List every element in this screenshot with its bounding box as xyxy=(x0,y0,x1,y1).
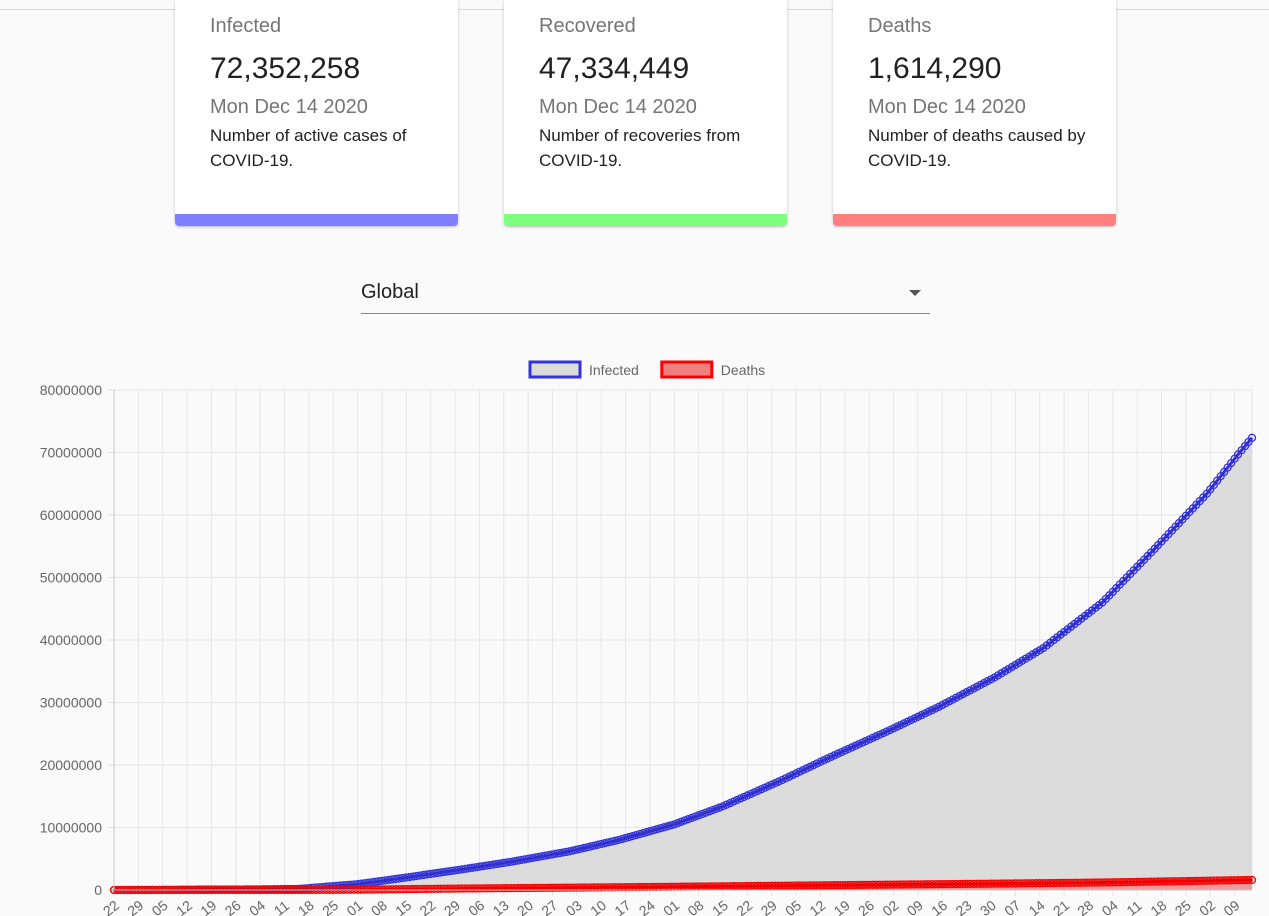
y-tick-label: 50000000 xyxy=(40,570,103,586)
infected-card-title: Infected xyxy=(210,15,282,37)
x-tick-label: 26 xyxy=(222,897,244,916)
x-tick-label: 25 xyxy=(319,897,341,916)
x-tick-label: 09 xyxy=(904,897,926,916)
y-tick-label: 80000000 xyxy=(40,382,103,398)
recovered-card-description: Number of recoveries from COVID-19. xyxy=(539,126,741,170)
deaths-legend-swatch xyxy=(660,360,714,379)
y-tick-label: 40000000 xyxy=(40,632,103,648)
x-tick-label: 29 xyxy=(441,897,463,916)
x-tick-label: 09 xyxy=(1220,897,1242,916)
x-tick-label: 06 xyxy=(465,897,487,916)
y-tick-label: 70000000 xyxy=(40,445,103,461)
x-tick-label: 29 xyxy=(124,897,146,916)
x-tick-label: 22 xyxy=(417,897,439,916)
x-tick-label: 16 xyxy=(928,897,950,916)
infected-card-description: Number of active cases of COVID-19. xyxy=(210,126,407,170)
x-tick-label: 25 xyxy=(1172,897,1194,916)
y-tick-label: 30000000 xyxy=(40,695,103,711)
x-tick-label: 18 xyxy=(295,897,317,916)
y-tick-label: 60000000 xyxy=(40,507,103,523)
x-tick-label: 12 xyxy=(173,897,195,916)
x-tick-label: 03 xyxy=(563,897,585,916)
deaths-card-title: Deaths xyxy=(868,15,932,37)
x-tick-label: 01 xyxy=(343,897,365,916)
deaths-card-accent-bar xyxy=(833,214,1116,226)
infected-legend-swatch xyxy=(528,360,582,379)
recovered-card-value: 47,334,449 xyxy=(539,52,690,85)
deaths-card-body: Deaths 1,614,290 Mon Dec 14 2020 Number … xyxy=(868,14,1096,173)
x-tick-label: 01 xyxy=(660,897,682,916)
x-tick-label: 19 xyxy=(831,897,853,916)
y-tick-label: 10000000 xyxy=(40,820,103,836)
infected-series-area xyxy=(114,437,1252,890)
chart-legend: Infected Deaths xyxy=(528,360,765,379)
x-tick-label: 28 xyxy=(1074,897,1096,916)
x-tick-label: 17 xyxy=(611,897,633,916)
x-tick-label: 26 xyxy=(855,897,877,916)
x-tick-label: 08 xyxy=(368,897,390,916)
x-tick-label: 21 xyxy=(1050,897,1072,916)
x-tick-label: 11 xyxy=(271,897,292,916)
x-tick-label: 04 xyxy=(246,897,268,916)
x-tick-label: 10 xyxy=(587,897,609,916)
x-tick-label: 02 xyxy=(1196,897,1218,916)
recovered-card-body: Recovered 47,334,449 Mon Dec 14 2020 Num… xyxy=(539,14,767,173)
y-tick-label: 0 xyxy=(94,882,102,898)
deaths-card: Deaths 1,614,290 Mon Dec 14 2020 Number … xyxy=(833,0,1116,226)
recovered-card-title: Recovered xyxy=(539,15,636,37)
infected-card: Infected 72,352,258 Mon Dec 14 2020 Numb… xyxy=(175,0,458,226)
deaths-card-date: Mon Dec 14 2020 xyxy=(868,96,1026,118)
x-tick-label: 07 xyxy=(1001,897,1023,916)
infected-legend-label: Infected xyxy=(589,362,639,378)
arrow-drop-down-icon[interactable] xyxy=(909,290,921,296)
infected-data-point xyxy=(1247,433,1257,442)
infected-card-accent-bar xyxy=(175,214,458,226)
x-tick-label: 05 xyxy=(149,897,171,916)
deaths-legend-label: Deaths xyxy=(721,362,765,378)
cases-line-chart: 80000000 70000000 60000000 50000000 40000000… xyxy=(40,360,1257,916)
x-tick-label: 15 xyxy=(709,897,731,916)
country-select[interactable]: Global xyxy=(361,276,930,314)
deaths-data-point xyxy=(1247,875,1257,885)
x-tick-label: 24 xyxy=(636,897,658,916)
x-tick-label: 29 xyxy=(758,897,780,916)
x-tick-label: 19 xyxy=(197,897,219,916)
deaths-card-value: 1,614,290 xyxy=(868,52,1002,85)
x-tick-label: 20 xyxy=(514,897,536,916)
recovered-card-accent-bar xyxy=(504,214,787,226)
x-tick-label: 13 xyxy=(490,897,512,916)
x-tick-label: 02 xyxy=(879,897,901,916)
x-tick-label: 15 xyxy=(392,897,414,916)
x-tick-label: 27 xyxy=(538,897,560,916)
country-select-value: Global xyxy=(361,281,419,303)
x-tick-label: 05 xyxy=(782,897,804,916)
infected-card-body: Infected 72,352,258 Mon Dec 14 2020 Numb… xyxy=(210,14,438,173)
x-tick-label: 04 xyxy=(1099,897,1121,916)
y-tick-label: 20000000 xyxy=(40,757,103,773)
x-tick-label: 08 xyxy=(685,897,707,916)
x-tick-label: 11 xyxy=(1123,897,1144,916)
x-tick-label: 14 xyxy=(1026,897,1048,916)
infected-card-date: Mon Dec 14 2020 xyxy=(210,96,368,118)
x-tick-label: 22 xyxy=(100,897,122,916)
x-tick-label: 12 xyxy=(806,897,828,916)
deaths-card-description: Number of deaths caused by COVID-19. xyxy=(868,126,1086,170)
x-tick-label: 22 xyxy=(733,897,755,916)
infected-card-value: 72,352,258 xyxy=(210,52,361,85)
x-tick-label: 30 xyxy=(977,897,999,916)
recovered-card: Recovered 47,334,449 Mon Dec 14 2020 Num… xyxy=(504,0,787,226)
x-tick-label: 18 xyxy=(1147,897,1169,916)
x-tick-label: 23 xyxy=(952,897,974,916)
recovered-card-date: Mon Dec 14 2020 xyxy=(539,96,697,118)
